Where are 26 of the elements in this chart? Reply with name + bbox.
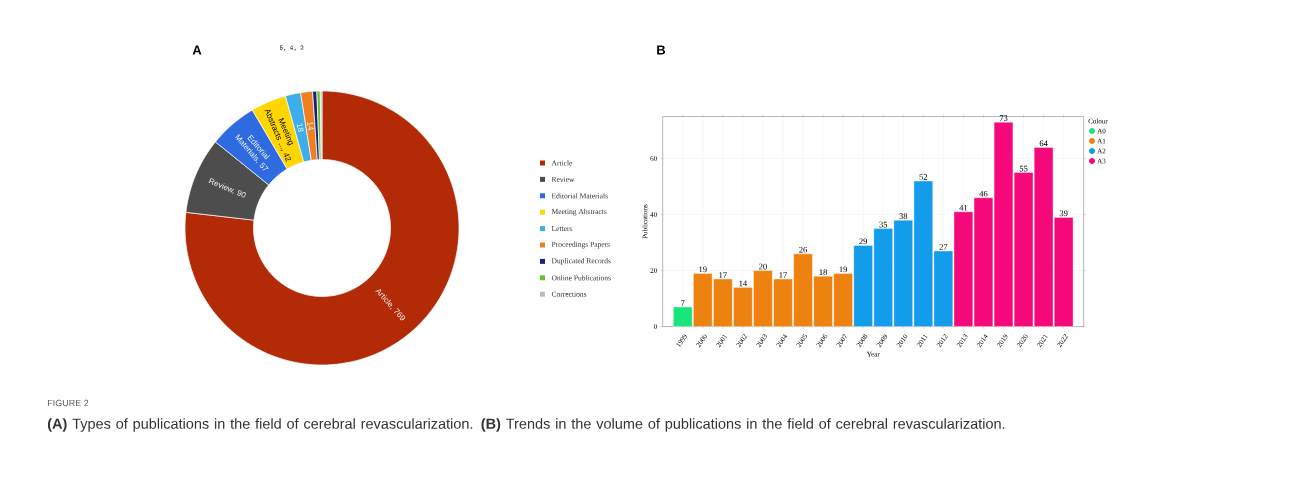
data-label: 38 — [899, 213, 908, 219]
data-label: 20 — [759, 263, 767, 270]
data-label: 26 — [799, 246, 808, 253]
data-label: 73 — [999, 115, 1008, 121]
caption: FIGURE 2 — [47, 399, 89, 407]
data-label: 35 — [879, 221, 888, 228]
data-label: 46 — [979, 190, 988, 197]
data-label: 18 — [819, 269, 828, 275]
data-label: 18 — [296, 123, 304, 132]
data-label: 7 — [681, 300, 685, 306]
chart-title: A — [192, 45, 202, 55]
data-label: 17 — [779, 272, 787, 278]
data-label: 55 — [1019, 165, 1028, 172]
data-label: 64 — [1039, 140, 1048, 147]
data-label: 41 — [959, 204, 968, 211]
data-label: 17 — [719, 272, 727, 278]
data-label: 39 — [1059, 210, 1068, 217]
data-label: 14 — [307, 122, 314, 131]
data-label: 52 — [919, 174, 928, 180]
data-label: 19 — [699, 266, 707, 273]
data-label: 14 — [739, 280, 748, 287]
data-label: 29 — [859, 238, 868, 245]
data-label: 27 — [939, 244, 948, 250]
data-label: 19 — [839, 266, 848, 273]
text: (A) Types of publications in the field of cerebral revascularization. (B) Trends in the volume of publications in the field of cerebral revascularization. — [47, 418, 1005, 432]
chart-title: B — [657, 45, 666, 55]
